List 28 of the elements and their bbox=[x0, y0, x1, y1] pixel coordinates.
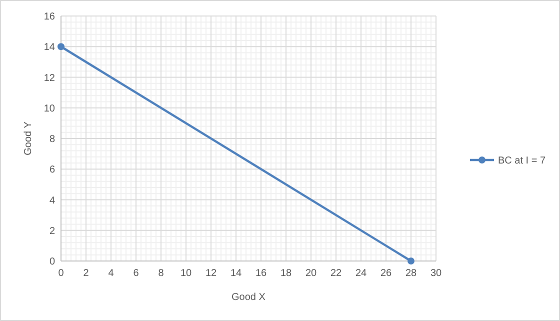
x-tick-label: 20 bbox=[305, 268, 317, 279]
y-tick-label: 2 bbox=[49, 226, 56, 237]
x-tick-label: 14 bbox=[230, 268, 242, 279]
x-tick-label: 22 bbox=[330, 268, 342, 279]
x-tick-label: 26 bbox=[380, 268, 392, 279]
x-tick-label: 10 bbox=[180, 268, 192, 279]
x-axis-title: Good X bbox=[232, 292, 266, 303]
legend-label: BC at I = 7 bbox=[498, 156, 546, 166]
x-tick-label: 2 bbox=[83, 268, 90, 279]
x-tick-label: 4 bbox=[108, 268, 114, 279]
x-tick-label: 6 bbox=[133, 268, 140, 279]
x-tick-label: 8 bbox=[158, 268, 164, 279]
x-tick-label: 30 bbox=[430, 268, 442, 279]
y-axis-title: Good Y bbox=[23, 121, 34, 156]
x-tick-label: 28 bbox=[405, 268, 417, 279]
y-tick-label: 16 bbox=[44, 12, 56, 22]
y-tick-label: 4 bbox=[49, 195, 56, 206]
y-tick-label: 14 bbox=[44, 42, 56, 54]
y-tick-label: 8 bbox=[49, 134, 56, 145]
y-tick-label: 12 bbox=[44, 72, 56, 84]
x-tick-label: 12 bbox=[205, 268, 217, 279]
x-tick-label: 24 bbox=[355, 268, 367, 279]
x-tick-label: 16 bbox=[255, 268, 267, 279]
y-tick-label: 10 bbox=[44, 103, 56, 114]
x-tick-label: 18 bbox=[280, 268, 292, 279]
y-tick-label: 6 bbox=[49, 164, 56, 176]
y-tick-label: 0 bbox=[49, 256, 56, 268]
x-tick-label: 0 bbox=[58, 268, 64, 279]
